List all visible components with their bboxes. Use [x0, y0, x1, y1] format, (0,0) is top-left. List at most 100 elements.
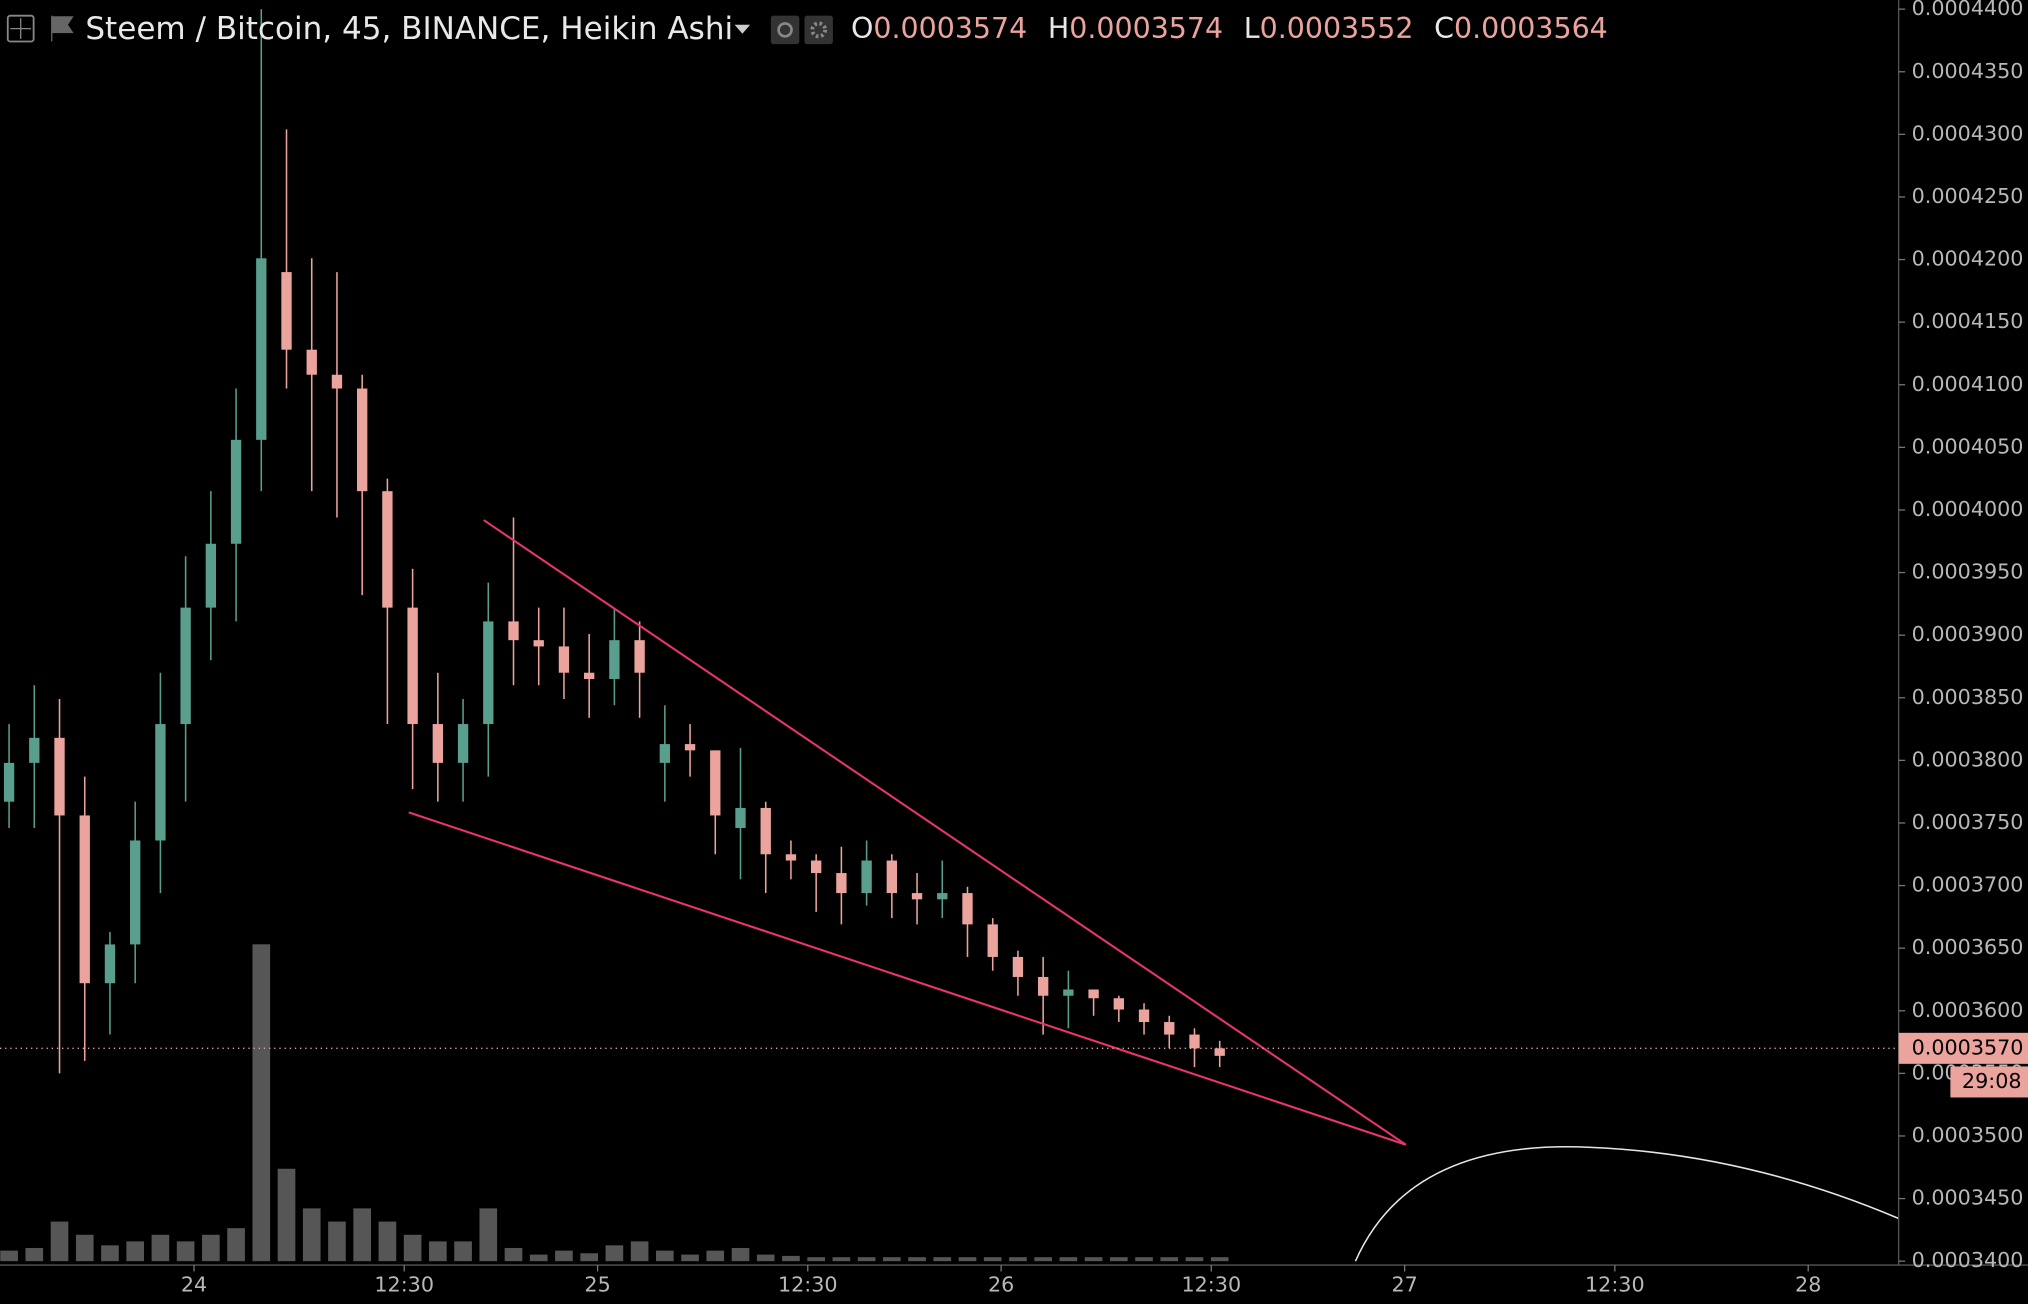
candle-body [54, 737, 65, 816]
volume-bar [454, 1241, 472, 1262]
volume-bar [504, 1247, 523, 1262]
countdown: 29:08 [1962, 1069, 2022, 1093]
candle-body [508, 621, 519, 641]
header: Steem / Bitcoin, 45, BINANCE, Heikin Ash… [6, 11, 1608, 47]
volume-bar [782, 1255, 800, 1262]
candle-body [331, 374, 343, 389]
volume-bar [0, 1250, 18, 1262]
volume-bar [302, 1208, 321, 1262]
volume-bar [25, 1247, 44, 1262]
volume-bar [983, 1257, 1002, 1262]
x-tick-label: 12:30 [1585, 1273, 1645, 1297]
candle-body [911, 893, 923, 900]
chart-title: Steem / Bitcoin, 45, BINANCE, Heikin Ash… [85, 11, 733, 47]
y-tick-label: 0.0003900 [1912, 622, 2024, 646]
candle-body [1088, 989, 1099, 999]
volume-bar [832, 1257, 851, 1262]
candle-body [1012, 956, 1024, 977]
trend-line [483, 519, 1407, 1146]
volume-bar [1009, 1257, 1027, 1262]
volume-bar [353, 1208, 372, 1262]
candle-body [634, 640, 645, 673]
candle-body [230, 439, 242, 544]
candle-body [407, 607, 418, 725]
last-price-label: 0.0003570 [1912, 1035, 2024, 1059]
candle-body [836, 873, 847, 894]
volume-bar [882, 1257, 901, 1262]
candle-body [810, 860, 822, 874]
candle-body [79, 815, 90, 984]
volume-bar [1109, 1257, 1128, 1262]
candle-body [886, 860, 898, 894]
volume-bar [605, 1245, 624, 1262]
last-price-badge [1898, 1032, 2028, 1064]
y-tick-label: 0.0003950 [1912, 560, 2024, 584]
ohlc-value: 0.0003564 [1454, 12, 1608, 45]
volume-bar [933, 1257, 952, 1262]
candle-body [180, 607, 191, 725]
x-tick-label: 12:30 [778, 1273, 838, 1297]
candle-body [785, 854, 797, 861]
volume-bar [630, 1241, 649, 1262]
candle-body [357, 388, 368, 492]
volume-bar [731, 1247, 750, 1262]
trend-line [408, 811, 1407, 1146]
visibility-button[interactable] [770, 15, 800, 45]
candle-body [382, 491, 393, 608]
candle-body [281, 272, 292, 350]
volume-bar [555, 1250, 573, 1262]
candle-body [962, 893, 973, 925]
candle-body [533, 640, 544, 647]
candle-body [609, 640, 620, 679]
candle-body [1037, 976, 1049, 996]
volume-bar [656, 1250, 674, 1262]
dropdown-arrow[interactable] [734, 24, 751, 34]
y-tick-label: 0.0004200 [1912, 247, 2024, 271]
add-button[interactable] [6, 14, 35, 43]
x-tick-label: 27 [1391, 1273, 1417, 1297]
y-tick-label: 0.0004300 [1912, 121, 2024, 145]
volume-bar [1059, 1257, 1078, 1262]
candle-body [205, 543, 217, 608]
candle-body [937, 893, 948, 900]
volume-bar [378, 1221, 397, 1262]
candle-body [306, 349, 317, 375]
y-tick-label: 0.0003500 [1912, 1123, 2024, 1147]
settings-button[interactable] [804, 15, 833, 45]
candle-body [3, 762, 15, 802]
candle-body [735, 807, 746, 828]
volume-bar [227, 1228, 245, 1262]
drawing-arc [1354, 1145, 1899, 1262]
x-tick-label: 25 [584, 1273, 610, 1297]
ohlc-key: C [1434, 12, 1454, 45]
volume-bar [328, 1221, 346, 1262]
volume-bar [529, 1254, 548, 1262]
y-tick-label: 0.0004050 [1912, 434, 2024, 458]
y-tick-label: 0.0004400 [1912, 0, 2024, 20]
flag-icon[interactable] [51, 15, 74, 42]
volume-bar [681, 1254, 699, 1262]
ohlc-key: O [851, 12, 873, 45]
candle-body [861, 860, 872, 894]
volume-bar [50, 1221, 69, 1262]
volume-bar [202, 1234, 220, 1262]
candle-body [457, 724, 469, 763]
y-tick-label: 0.0003850 [1912, 685, 2024, 709]
y-tick-label: 0.0004250 [1912, 184, 2024, 208]
y-tick-label: 0.0004100 [1912, 372, 2024, 396]
volume-bar [277, 1168, 296, 1262]
candle-body [583, 672, 595, 679]
candle-body [432, 724, 444, 763]
volume-bar [958, 1257, 977, 1262]
volume-bar [75, 1234, 94, 1262]
candle-body [987, 924, 998, 957]
y-tick-label: 0.0003650 [1912, 935, 2024, 959]
volume-bar [706, 1250, 725, 1262]
candle-body [104, 944, 116, 984]
volume-bar [908, 1257, 926, 1262]
volume-bar [176, 1241, 195, 1262]
y-tick-label: 0.0003600 [1912, 998, 2024, 1022]
